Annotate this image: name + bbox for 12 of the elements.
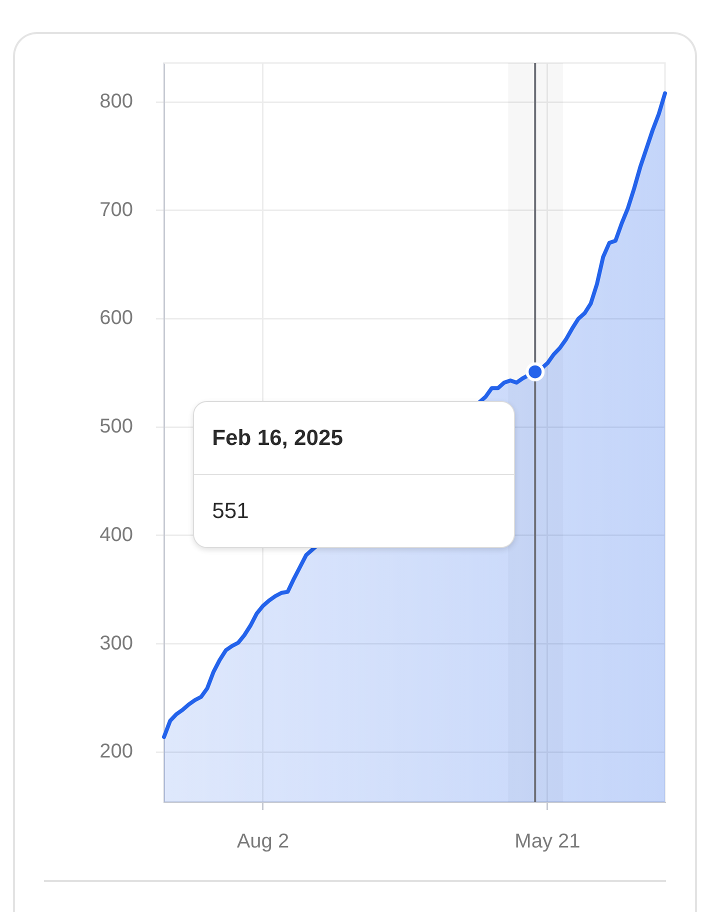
y-tick-label: 600 xyxy=(100,307,133,330)
y-tick-label: 700 xyxy=(100,198,133,221)
y-tick-label: 200 xyxy=(100,740,133,763)
x-tick-label: Aug 2 xyxy=(236,830,290,853)
y-tick-label: 800 xyxy=(100,90,133,113)
tooltip: Feb 16, 2025 551 xyxy=(193,400,516,548)
y-tick-label: 300 xyxy=(100,632,133,654)
annotation: Feb 16, 2025 xyxy=(211,424,344,452)
annotation: 551 xyxy=(211,497,250,526)
y-tick-label: 500 xyxy=(100,416,133,438)
x-tick-label: May 21 xyxy=(514,830,580,853)
y-tick-label: 400 xyxy=(100,524,133,546)
